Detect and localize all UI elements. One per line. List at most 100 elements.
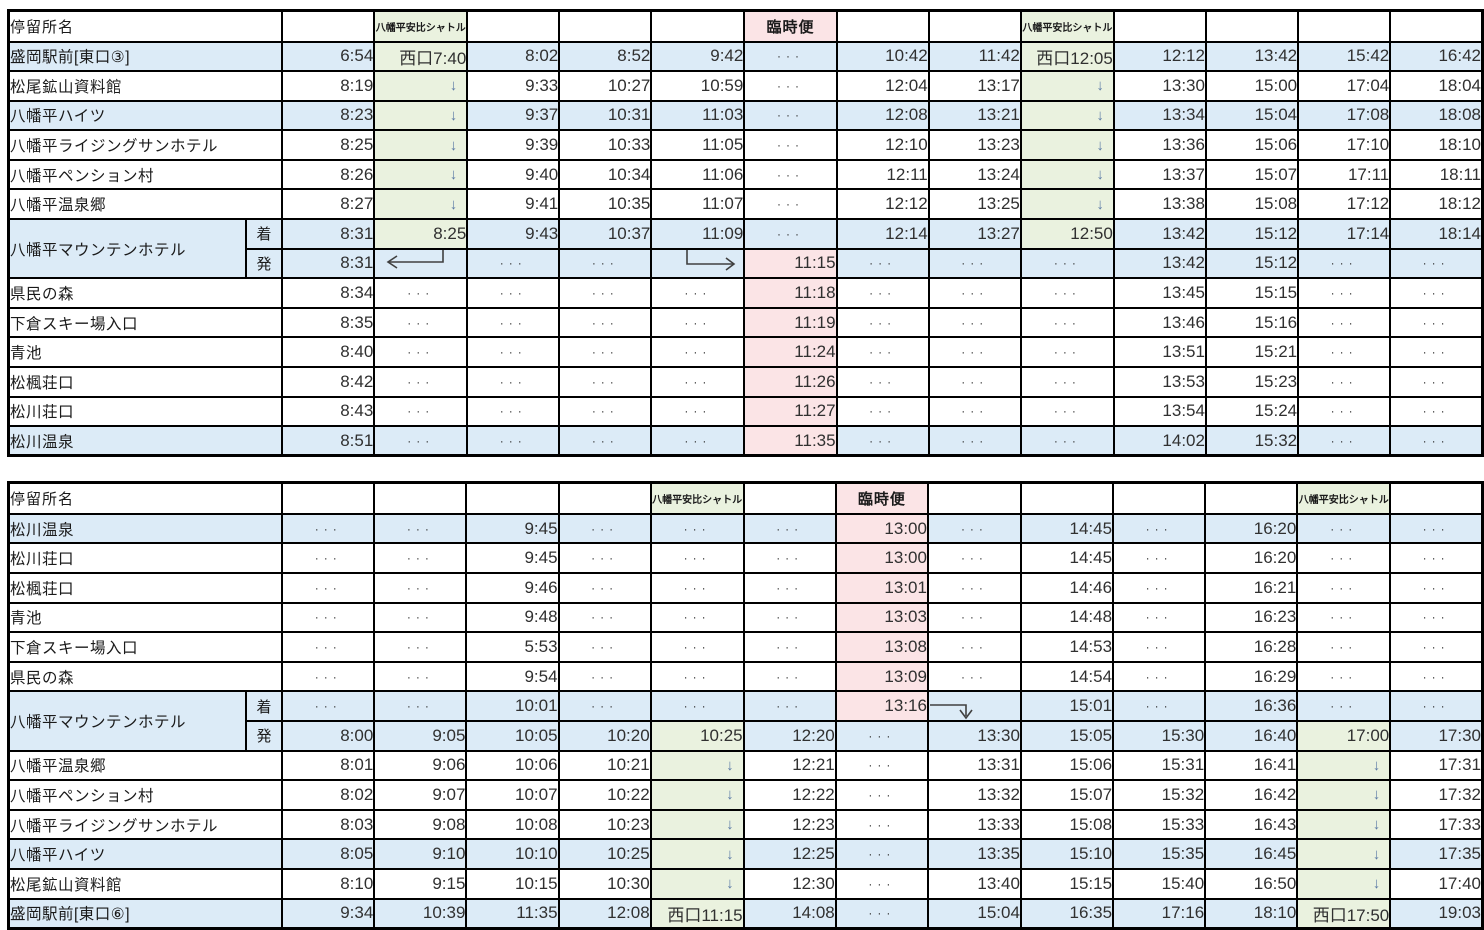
no-service-dots: ··· <box>835 395 930 428</box>
pass-through-arrow: ↓ <box>373 188 469 221</box>
time-cell: 9:39 <box>466 129 561 161</box>
stop-name: 松楓荘口 <box>7 366 284 398</box>
time-cell: 16:43 <box>1204 808 1299 841</box>
no-service-dots: ··· <box>926 542 1022 574</box>
time-cell: 15:15 <box>1019 867 1115 900</box>
stop-row: 松川温泉 8:51 ··· ··· ··· ··· 11:35 ··· ··· ··· 14:02 1… <box>7 425 1484 457</box>
time-cell: 17:08 <box>1297 99 1392 132</box>
time-cell: 西口12:05 <box>1019 40 1115 73</box>
no-service-dots: ··· <box>557 542 652 574</box>
time-cell: 8:25 <box>373 218 469 250</box>
time-cell: 13:33 <box>926 808 1022 841</box>
stop-name: 八幡平ライジングサンホテル <box>7 129 284 161</box>
stop-name: 下倉スキー場入口 <box>7 306 284 339</box>
time-cell: 9:05 <box>373 719 468 752</box>
no-service-dots: ··· <box>466 425 561 457</box>
pass-through-arrow: ↓ <box>649 779 745 811</box>
time-cell: 15:32 <box>1204 425 1300 457</box>
no-service-dots: ··· <box>466 247 561 280</box>
time-cell: 10:01 <box>465 690 560 722</box>
time-cell: 13:42 <box>1112 218 1207 250</box>
no-service-dots: ··· <box>1389 631 1484 663</box>
header-row: 停留所名 八幡平安比シャトル 臨時便 八幡平安比シャトル <box>7 9 1484 43</box>
time-cell: 15:40 <box>1112 867 1207 900</box>
no-service-dots: ··· <box>466 336 561 369</box>
time-cell: 18:12 <box>1389 188 1484 221</box>
stop-name: 八幡平ペンション村 <box>7 779 284 811</box>
no-service-dots: ··· <box>743 218 838 250</box>
no-service-dots: ··· <box>834 867 929 900</box>
no-service-dots: ··· <box>558 277 653 309</box>
time-cell: 13:21 <box>927 99 1022 132</box>
no-service-dots: ··· <box>557 660 652 693</box>
time-cell: 11:42 <box>927 40 1022 73</box>
time-cell: 17:33 <box>1389 808 1484 841</box>
time-cell: 9:42 <box>650 40 746 73</box>
time-cell: 8:03 <box>281 808 376 841</box>
empty-column-header <box>373 481 468 515</box>
stop-name-header: 停留所名 <box>7 9 284 43</box>
time-cell: 15:12 <box>1204 218 1300 250</box>
time-cell: 11:35 <box>743 425 838 457</box>
time-cell: 14:08 <box>742 897 837 930</box>
time-cell: 15:08 <box>1019 808 1115 841</box>
time-cell: 12:21 <box>742 749 837 782</box>
stop-name: 盛岡駅前[東口③] <box>7 40 284 73</box>
no-service-dots: ··· <box>649 542 745 574</box>
time-cell: 10:23 <box>557 808 652 841</box>
time-cell: 12:25 <box>742 838 837 870</box>
transfer-arrow-right-icon <box>650 247 746 280</box>
pass-through-arrow: ↓ <box>1019 99 1115 132</box>
time-cell: 13:53 <box>1112 366 1207 398</box>
time-cell: 15:08 <box>1204 188 1300 221</box>
stop-name: 松川荘口 <box>7 395 284 428</box>
no-service-dots: ··· <box>1389 395 1484 428</box>
stop-row: 盛岡駅前[東口⑥] 9:34 10:39 11:35 12:08 西口11:15 14:08… <box>7 897 1484 930</box>
no-service-dots: ··· <box>281 660 376 693</box>
no-service-dots: ··· <box>650 306 746 339</box>
time-cell: 14:46 <box>1019 572 1115 604</box>
time-cell: 17:32 <box>1389 779 1484 811</box>
no-service-dots: ··· <box>834 897 929 930</box>
time-cell: 10:10 <box>465 838 560 870</box>
no-service-dots: ··· <box>558 395 653 428</box>
stop-name: 八幡平ハイツ <box>7 838 284 870</box>
time-cell: 10:05 <box>465 719 560 752</box>
pass-through-arrow: ↓ <box>373 158 469 191</box>
time-cell: 9:40 <box>466 158 561 191</box>
empty-column-header <box>742 481 837 515</box>
no-service-dots: ··· <box>743 158 838 191</box>
pass-through-arrow: ↓ <box>1296 779 1392 811</box>
time-cell: 11:06 <box>650 158 746 191</box>
time-cell: 17:35 <box>1389 838 1484 870</box>
no-service-dots: ··· <box>373 277 469 309</box>
no-service-dots: ··· <box>927 277 1022 309</box>
time-cell: 9:43 <box>466 218 561 250</box>
time-cell: 15:42 <box>1297 40 1392 73</box>
no-service-dots: ··· <box>742 601 837 634</box>
stop-row: 松川荘口 ··· ··· 9:45 ··· ··· ··· 13:00 ··· 14:45 ··· 1… <box>7 542 1484 574</box>
time-cell: 13:23 <box>927 129 1022 161</box>
empty-column-header <box>650 9 746 43</box>
time-cell: 10:33 <box>558 129 653 161</box>
stop-row: 下倉スキー場入口 8:35 ··· ··· ··· ··· 11:19 ··· ··· ··· 13… <box>7 306 1484 339</box>
shuttle-column-header: 八幡平安比シャトル <box>1019 9 1115 43</box>
time-cell: 13:01 <box>834 572 929 604</box>
time-cell: 15:07 <box>1019 779 1115 811</box>
empty-column-header <box>558 9 653 43</box>
stop-name: 県民の森 <box>7 277 284 309</box>
time-cell: 15:00 <box>1204 70 1300 102</box>
pass-through-arrow: ↓ <box>1296 749 1392 782</box>
stop-row: 八幡平ライジングサンホテル 8:03 9:08 10:08 10:23 ↓ 12:23 ···… <box>7 808 1484 841</box>
time-cell: 13:25 <box>927 188 1022 221</box>
no-service-dots: ··· <box>743 129 838 161</box>
no-service-dots: ··· <box>742 542 837 574</box>
no-service-dots: ··· <box>1389 660 1484 693</box>
time-cell: 16:42 <box>1204 779 1299 811</box>
time-cell: 13:38 <box>1112 188 1207 221</box>
no-service-dots: ··· <box>1389 512 1484 545</box>
pass-through-arrow: ↓ <box>1296 867 1392 900</box>
time-cell: 17:30 <box>1389 719 1484 752</box>
time-cell: 10:31 <box>558 99 653 132</box>
time-cell: 10:20 <box>557 719 652 752</box>
